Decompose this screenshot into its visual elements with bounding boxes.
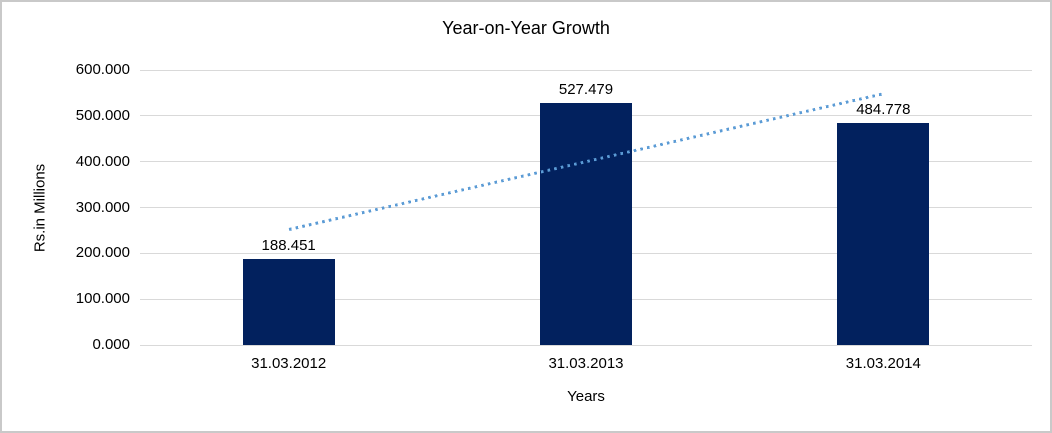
bar-data-label: 188.451 xyxy=(261,236,316,254)
y-axis-tick-label: 500.000 xyxy=(75,106,130,124)
x-axis-tick-label: 31.03.2012 xyxy=(251,355,327,372)
bar-data-label: 527.479 xyxy=(558,81,614,99)
y-axis-tick-label: 400.000 xyxy=(75,152,130,170)
bar-31.03.2012 xyxy=(242,258,335,345)
y-axis-tick-label: 600.000 xyxy=(75,61,130,78)
plot-area: 188.451 527.479 484.778 xyxy=(140,69,1032,346)
y-axis-tick-label: 300.000 xyxy=(75,198,130,216)
x-axis-tick-label: 31.03.2014 xyxy=(845,355,921,372)
x-axis-title: Years xyxy=(567,388,605,405)
gridline xyxy=(140,344,1032,346)
gridline xyxy=(140,69,1032,71)
chart-title: Year-on-Year Growth xyxy=(442,18,610,38)
y-axis-tick-label: 200.000 xyxy=(75,244,130,262)
y-axis-tick-label: 0.000 xyxy=(92,336,130,353)
x-axis-tick-label: 31.03.2013 xyxy=(548,355,624,372)
bar-31.03.2013 xyxy=(540,103,632,345)
bar-31.03.2014 xyxy=(837,122,930,345)
bar-data-label: 484.778 xyxy=(856,100,911,118)
y-axis-tick-label: 100.000 xyxy=(75,290,130,308)
